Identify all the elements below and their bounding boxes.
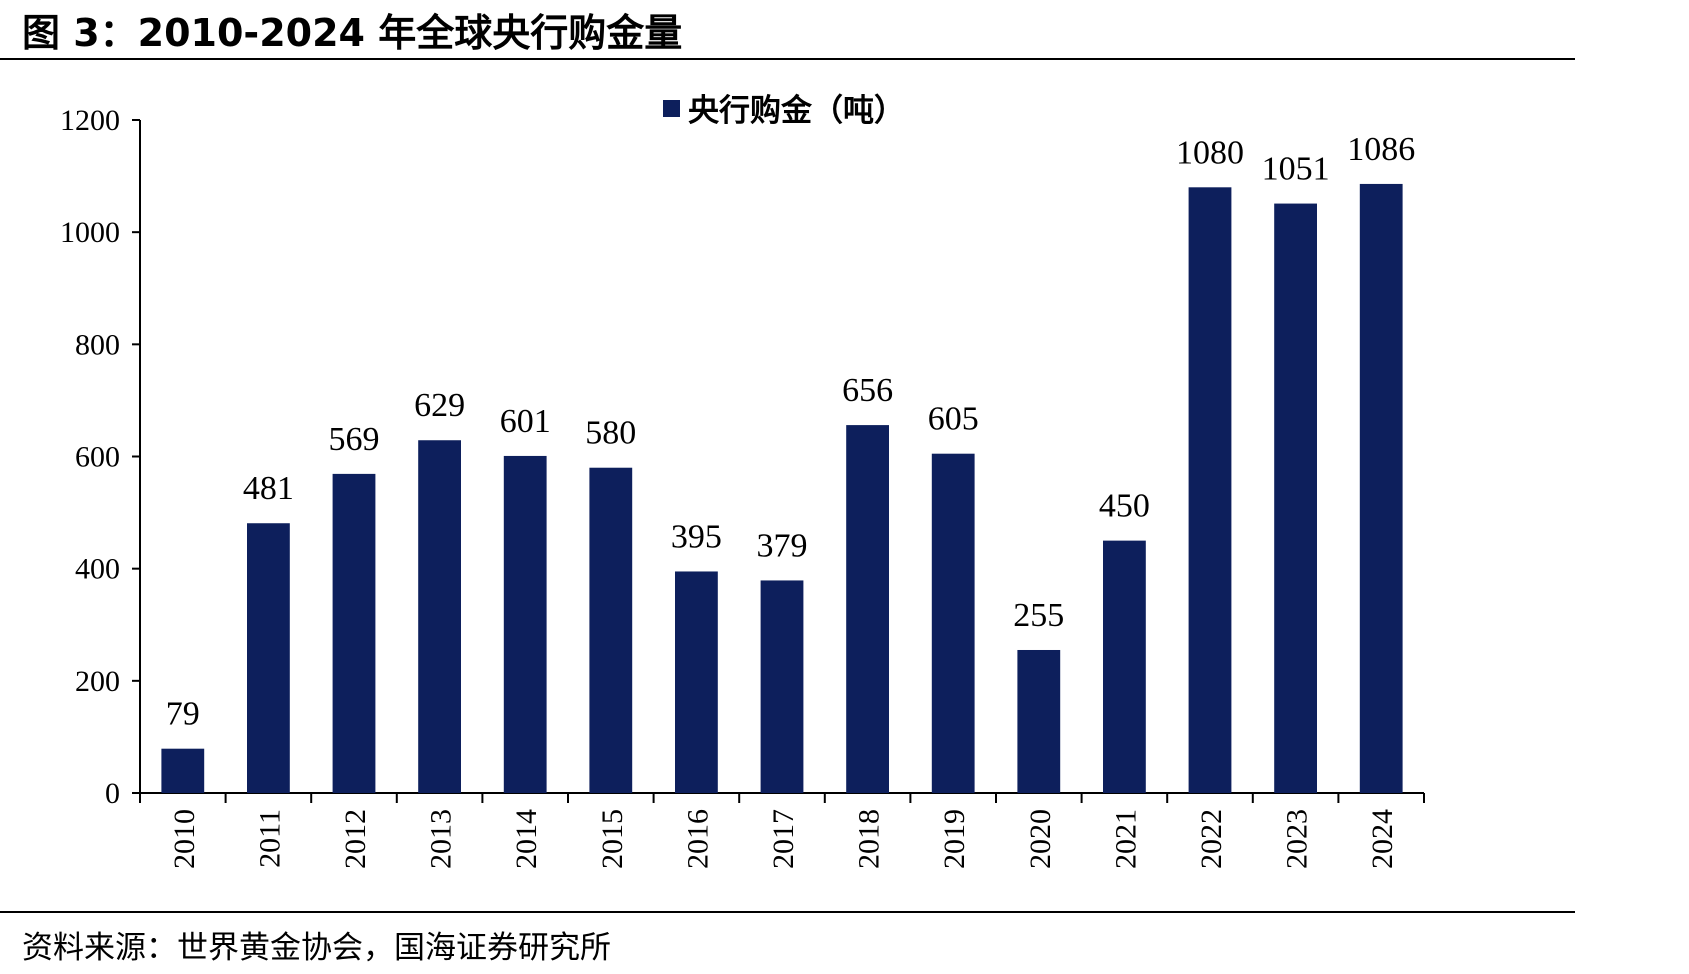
x-tick-label: 2016 (681, 809, 714, 869)
data-label: 629 (414, 387, 465, 424)
data-label: 395 (671, 518, 722, 555)
bar (675, 571, 718, 793)
x-tick-label: 2011 (253, 809, 286, 868)
data-label: 580 (585, 415, 636, 452)
data-label: 605 (928, 401, 979, 438)
data-label: 481 (243, 470, 294, 507)
figure-title: 图 3：2010-2024 年全球央行购金量 (22, 11, 683, 55)
data-label: 1051 (1262, 151, 1330, 188)
bar (760, 580, 804, 793)
x-tick-label: 2021 (1109, 809, 1142, 869)
bar (1188, 187, 1232, 794)
data-label: 255 (1013, 597, 1064, 634)
data-labels: 79 481 569 629 601 580 395 379 656 605 255 450 1080 1… (166, 131, 1415, 733)
bar (161, 748, 205, 793)
legend-label: 央行购金（吨） (688, 93, 905, 129)
data-label: 79 (166, 696, 200, 733)
bar (332, 473, 376, 793)
y-tick-label: 400 (75, 553, 120, 586)
y-tick-label: 200 (75, 665, 120, 698)
y-axis: 0 200 400 600 800 1000 1200 (60, 104, 141, 810)
data-label: 601 (500, 403, 551, 440)
bar (931, 453, 975, 793)
x-tick-label: 2012 (339, 809, 372, 869)
x-tick-label: 2013 (425, 809, 458, 869)
x-tick-label: 2023 (1281, 809, 1314, 869)
x-tick-label: 2015 (596, 809, 629, 869)
bar (247, 523, 290, 793)
bar (846, 425, 889, 793)
data-label: 450 (1099, 488, 1150, 525)
source-note: 资料来源：世界黄金协会，国海证券研究所 (22, 930, 611, 966)
legend-swatch (663, 100, 680, 117)
data-label: 656 (842, 372, 893, 409)
y-tick-label: 600 (75, 441, 120, 474)
x-tick-label: 2022 (1195, 809, 1228, 869)
x-tick-label: 2018 (853, 809, 886, 869)
y-tick-label: 1000 (60, 216, 120, 249)
y-tick-label: 1200 (60, 104, 120, 137)
x-tick-label: 2010 (168, 809, 201, 869)
bottom-rule (0, 911, 1575, 913)
top-rule (0, 58, 1575, 60)
data-label: 1080 (1176, 134, 1244, 171)
x-tick-label: 2019 (938, 809, 971, 869)
y-tick-label: 800 (75, 328, 120, 361)
x-tick-label: 2024 (1366, 809, 1399, 869)
data-label: 1086 (1347, 131, 1415, 168)
y-tick-label: 0 (105, 777, 120, 810)
data-label: 379 (757, 527, 808, 564)
x-tick-label: 2020 (1024, 809, 1057, 869)
bar (1359, 183, 1403, 793)
bars (161, 183, 1403, 794)
bar (418, 440, 461, 793)
data-label: 569 (329, 421, 380, 458)
bar (1103, 540, 1146, 793)
bar (1017, 649, 1061, 793)
x-axis: 2010 2011 2012 2013 2014 2015 2016 2017 2018 2019… (139, 792, 1425, 869)
x-tick-label: 2014 (510, 809, 543, 869)
bar (589, 467, 633, 793)
legend: 央行购金（吨） (663, 93, 905, 129)
bar (503, 455, 547, 793)
x-tick-label: 2017 (767, 809, 800, 869)
bar (1274, 203, 1317, 794)
